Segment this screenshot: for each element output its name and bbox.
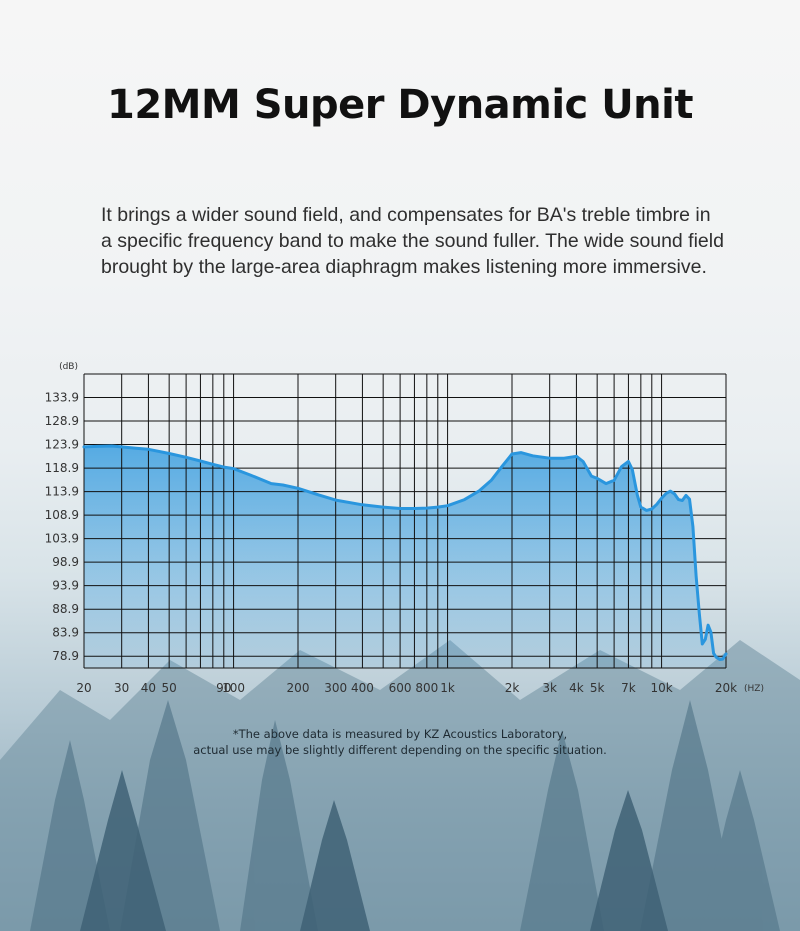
y-tick-label: 123.9 bbox=[45, 438, 79, 452]
x-tick-label: 4k bbox=[569, 681, 584, 695]
x-tick-label: 50 bbox=[162, 681, 177, 695]
y-tick-label: 113.9 bbox=[45, 485, 79, 499]
x-tick-label: 200 bbox=[287, 681, 310, 695]
y-tick-label: 88.9 bbox=[52, 602, 79, 616]
y-tick-label: 103.9 bbox=[45, 532, 79, 546]
x-tick-label: 3k bbox=[542, 681, 557, 695]
footnote-line: *The above data is measured by KZ Acoust… bbox=[232, 727, 568, 741]
description-line: a specific frequency band to make the so… bbox=[101, 230, 724, 252]
x-tick-label: 2k bbox=[505, 681, 520, 695]
response-area bbox=[84, 446, 726, 668]
x-tick-label: 10k bbox=[650, 681, 672, 695]
y-tick-label: 93.9 bbox=[52, 579, 79, 593]
y-tick-label: 78.9 bbox=[52, 649, 79, 663]
description-line: brought by the large-area diaphragm make… bbox=[101, 256, 707, 278]
frequency-response-chart: 133.9 128.9 123.9 118.9 113.9 108.9 103.9 98.9 9… bbox=[45, 362, 764, 695]
x-tick-label: 7k bbox=[621, 681, 636, 695]
x-tick-label: 5k bbox=[590, 681, 605, 695]
x-tick-label: 20 bbox=[76, 681, 91, 695]
x-unit-label: (HZ) bbox=[744, 684, 764, 694]
x-tick-label: 400 bbox=[351, 681, 374, 695]
y-unit-label: (dB) bbox=[59, 362, 78, 372]
x-tick-label: 90 bbox=[216, 681, 231, 695]
y-tick-label: 83.9 bbox=[52, 626, 79, 640]
x-tick-label: 800 bbox=[415, 681, 438, 695]
x-tick-label: 20k bbox=[715, 681, 737, 695]
footnote-line: actual use may be slightly different dep… bbox=[193, 743, 607, 757]
page-title: 12MM Super Dynamic Unit bbox=[107, 82, 693, 128]
x-tick-label: 600 bbox=[389, 681, 412, 695]
response-line bbox=[82, 444, 728, 661]
x-tick-label: 30 bbox=[114, 681, 129, 695]
y-tick-label: 98.9 bbox=[52, 555, 79, 569]
footnote: *The above data is measured by KZ Acoust… bbox=[0, 726, 800, 758]
x-tick-label: 1k bbox=[440, 681, 455, 695]
y-tick-label: 108.9 bbox=[45, 508, 79, 522]
description-line: It brings a wider sound field, and compe… bbox=[101, 204, 711, 226]
y-tick-label: 128.9 bbox=[45, 414, 79, 428]
y-tick-label: 133.9 bbox=[45, 391, 79, 405]
y-tick-label: 118.9 bbox=[45, 461, 79, 475]
x-tick-label: 40 bbox=[141, 681, 156, 695]
x-tick-label: 300 bbox=[324, 681, 347, 695]
x-tick-label: 100 bbox=[222, 681, 245, 695]
description: It brings a wider sound field, and compe… bbox=[101, 202, 724, 280]
